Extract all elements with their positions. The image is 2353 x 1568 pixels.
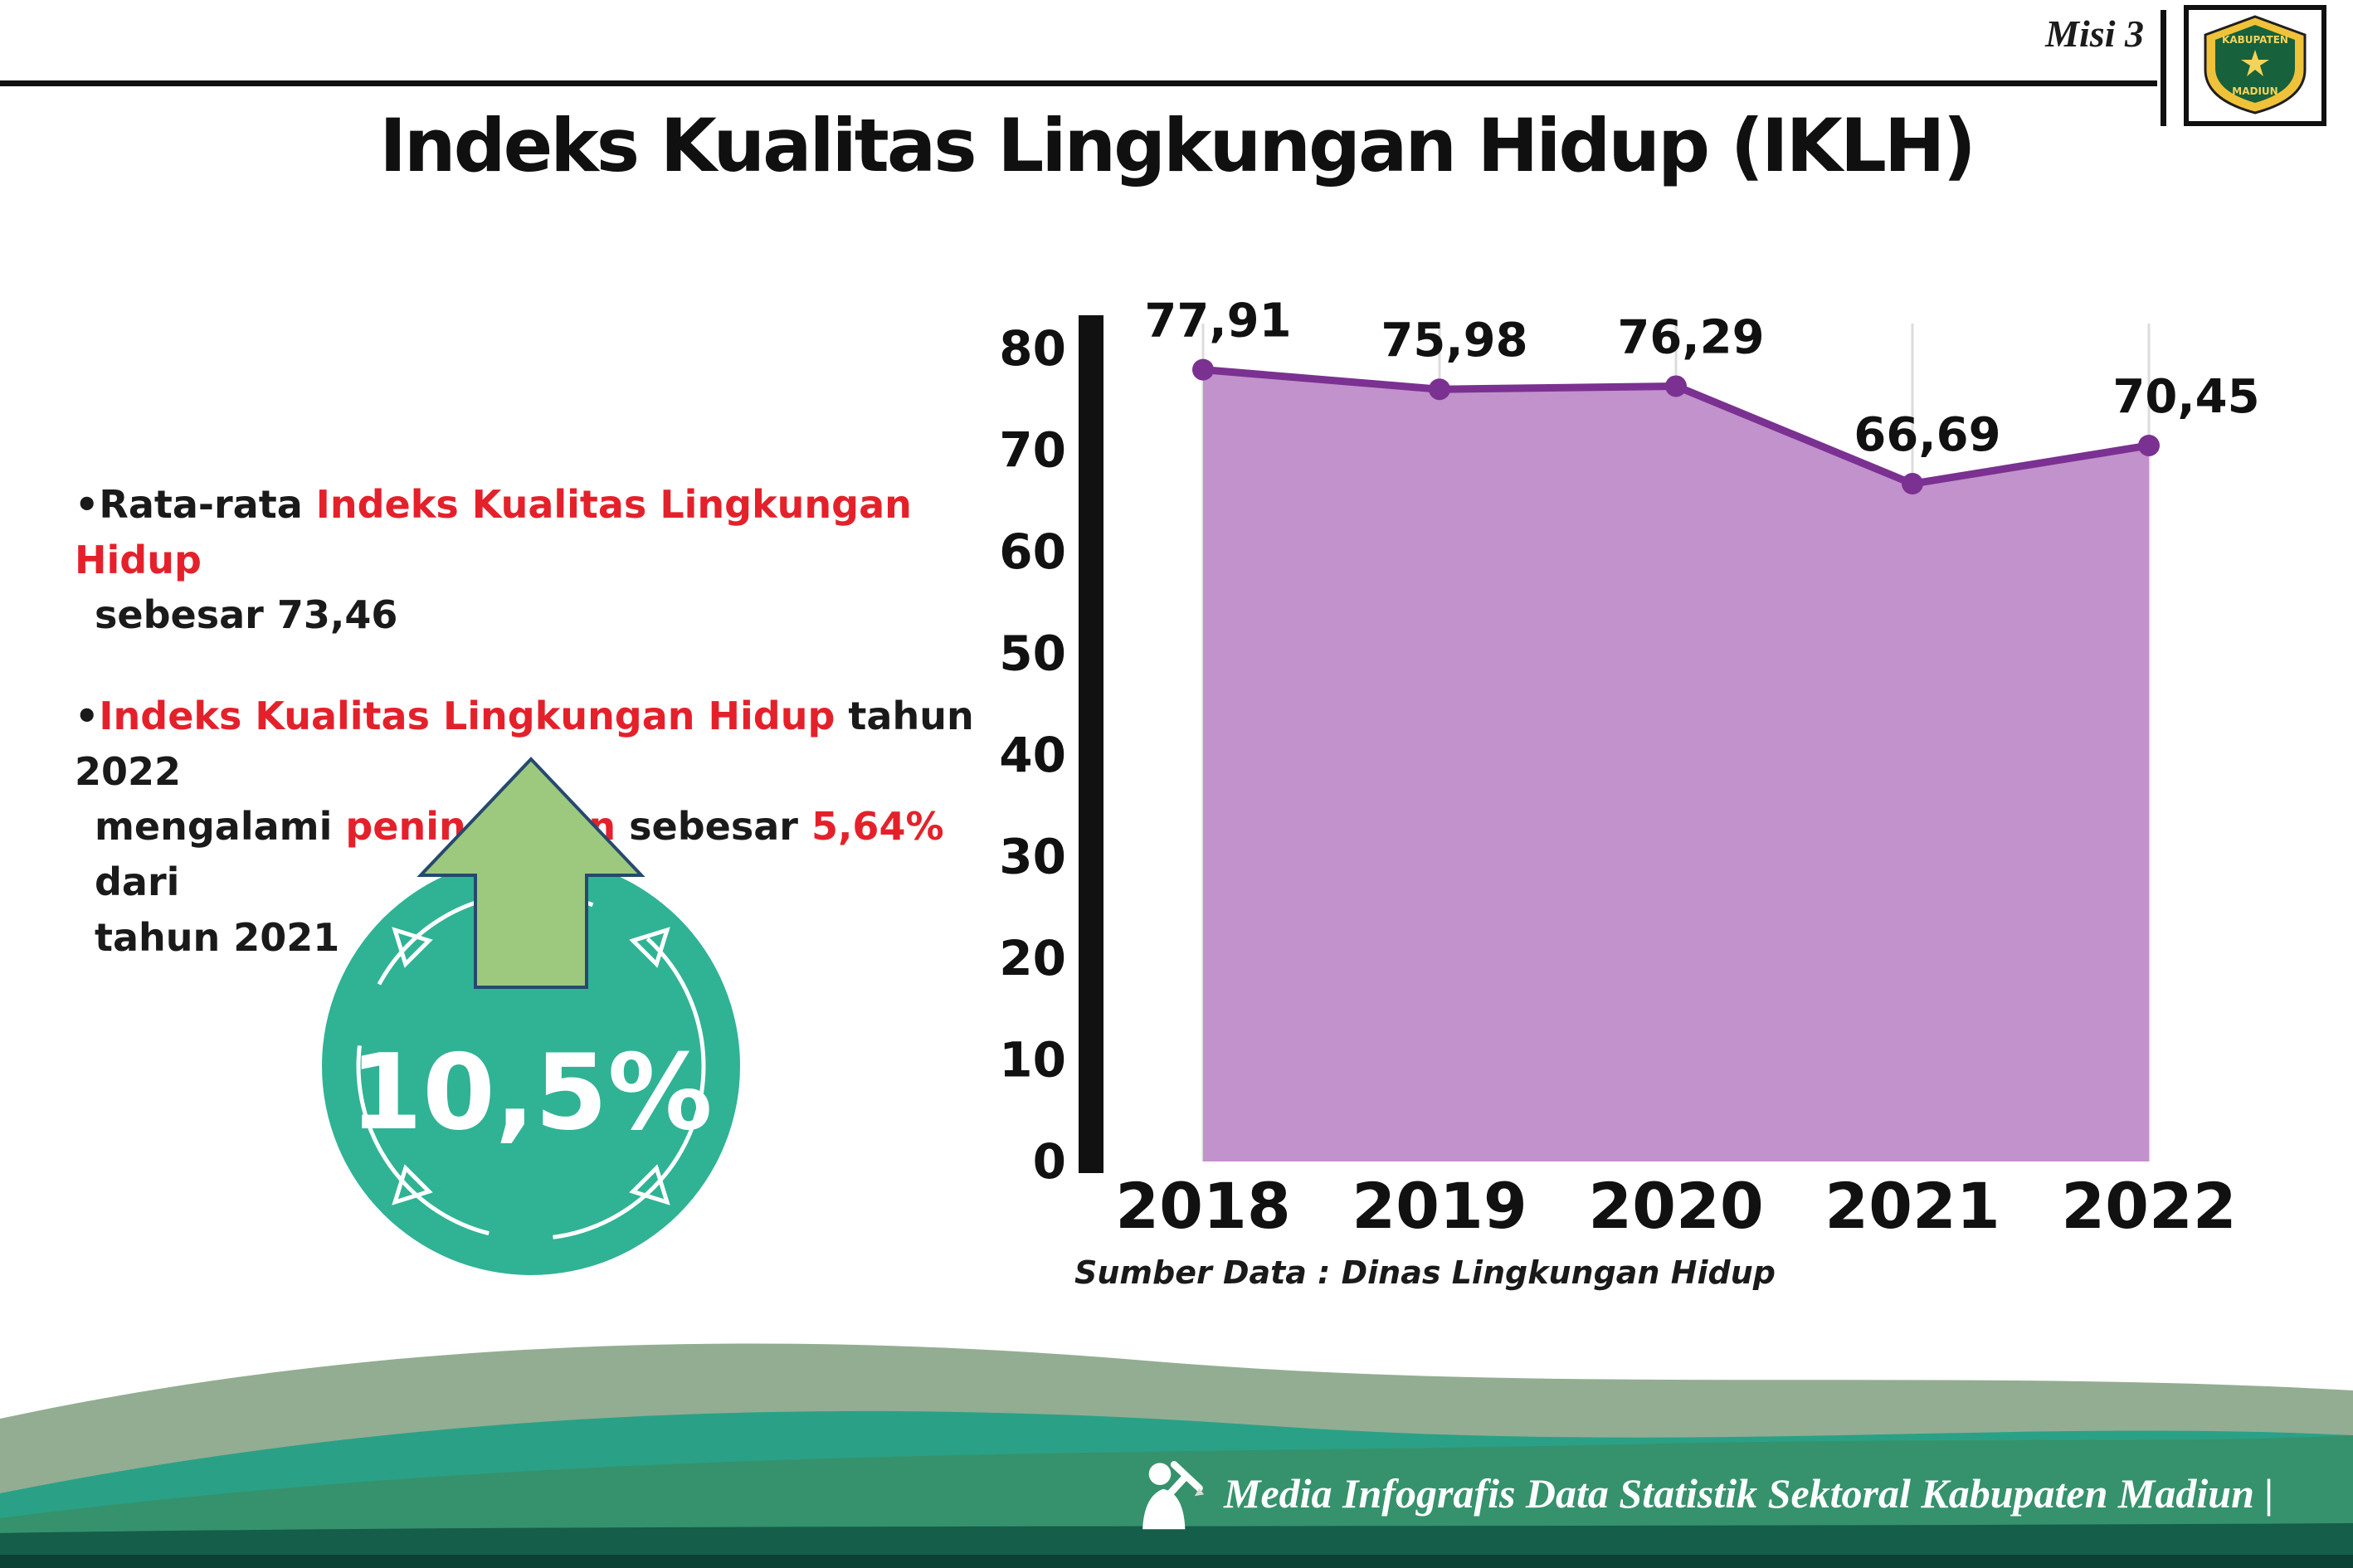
bullet-line: sebesar 73,46 bbox=[75, 587, 1004, 643]
badge-value: 10,5% bbox=[349, 1031, 712, 1153]
point-label: 76,29 bbox=[1617, 310, 1764, 364]
data-source: Sumber Data : Dinas Lingkungan Hidup bbox=[1074, 1254, 1776, 1291]
text-segment: sebesar 73,46 bbox=[95, 592, 398, 638]
up-arrow-icon bbox=[417, 757, 645, 989]
y-tick-label: 40 bbox=[999, 727, 1066, 783]
summary-text: •Rata-rata Indeks Kualitas Lingkungan Hi… bbox=[75, 477, 1004, 966]
data-point bbox=[1429, 378, 1450, 401]
footer-band-darker bbox=[0, 1555, 2353, 1568]
y-tick-label: 0 bbox=[1033, 1133, 1066, 1190]
y-tick-label: 20 bbox=[999, 930, 1066, 986]
y-tick-label: 80 bbox=[999, 320, 1066, 377]
misi-label: Misi 3 bbox=[2045, 12, 2144, 55]
text-segment: •Rata-rata bbox=[75, 482, 316, 527]
ring-triangle-sw-icon bbox=[392, 1164, 433, 1205]
footer-credit: Media Infografis Data Statistik Sektoral… bbox=[1128, 1454, 2273, 1532]
x-tick-label: 2022 bbox=[2061, 1169, 2237, 1243]
text-segment: dari bbox=[95, 859, 180, 905]
crest-icon: KABUPATEN MADIUN bbox=[2204, 15, 2307, 114]
y-axis-bar bbox=[1079, 315, 1103, 1173]
x-tick-label: 2020 bbox=[1588, 1169, 1764, 1243]
page-title: Indeks Kualitas Lingkungan Hidup (IKLH) bbox=[379, 103, 1976, 188]
area-fill bbox=[1203, 369, 2149, 1161]
x-tick-label: 2018 bbox=[1115, 1169, 1291, 1243]
badge-circle bbox=[322, 857, 740, 1275]
crest-bottom-text: MADIUN bbox=[2232, 85, 2277, 97]
data-point bbox=[2138, 434, 2160, 456]
text-segment: sebesar bbox=[616, 804, 811, 850]
kabupaten-madiun-logo: KABUPATEN MADIUN bbox=[2184, 5, 2326, 126]
point-label: 75,98 bbox=[1381, 314, 1527, 368]
crest-top-text: KABUPATEN bbox=[2222, 34, 2288, 46]
data-point bbox=[1902, 473, 1923, 495]
header-rule bbox=[0, 80, 2157, 86]
bullet-line: •Rata-rata Indeks Kualitas Lingkungan Hi… bbox=[75, 477, 1004, 587]
increase-badge: 10,5% bbox=[322, 757, 740, 1275]
bullet-item: •Rata-rata Indeks Kualitas Lingkungan Hi… bbox=[75, 477, 1004, 643]
crest-star-icon bbox=[2241, 50, 2269, 76]
mascot-icon bbox=[1142, 1461, 1205, 1530]
y-tick-label: 70 bbox=[999, 422, 1066, 479]
y-tick-label: 30 bbox=[999, 829, 1066, 885]
text-segment: • bbox=[75, 694, 100, 739]
y-tick-label: 10 bbox=[999, 1032, 1066, 1088]
bullet-line: •Indeks Kualitas Lingkungan Hidup tahun … bbox=[75, 689, 1004, 799]
point-label: 70,45 bbox=[2112, 370, 2259, 424]
text-segment: tahun 2022 bbox=[75, 694, 974, 794]
x-tick-label: 2019 bbox=[1352, 1169, 1527, 1243]
bullet-line: tahun 2021 bbox=[75, 910, 1004, 966]
text-segment: Indeks Kualitas Lingkungan Hidup bbox=[99, 694, 835, 739]
data-point bbox=[1665, 375, 1687, 397]
point-label: 66,69 bbox=[1854, 408, 2000, 462]
data-point bbox=[1192, 358, 1214, 381]
footer-credit-text: Media Infografis Data Statistik Sektoral… bbox=[1224, 1469, 2274, 1517]
iklh-chart: 0 10 20 30 40 50 60 70 80 77,91 75,98 76,29 66,69 70,… bbox=[999, 295, 2259, 1243]
text-segment: tahun 2021 bbox=[95, 914, 340, 960]
y-tick-label: 60 bbox=[999, 523, 1066, 580]
point-label: 77,91 bbox=[1144, 295, 1291, 348]
text-segment: Indeks Kualitas Lingkungan Hidup bbox=[75, 482, 912, 582]
ring-triangle-se-icon bbox=[629, 1164, 670, 1205]
y-tick-label: 50 bbox=[999, 626, 1066, 682]
ring-triangle-nw-icon bbox=[392, 927, 433, 968]
text-segment: mengalami bbox=[95, 804, 346, 850]
x-tick-label: 2021 bbox=[1824, 1169, 2000, 1243]
ring-triangle-ne-icon bbox=[629, 927, 670, 968]
text-segment: 5,64% bbox=[811, 804, 944, 850]
logo-frame-line bbox=[2161, 10, 2166, 126]
